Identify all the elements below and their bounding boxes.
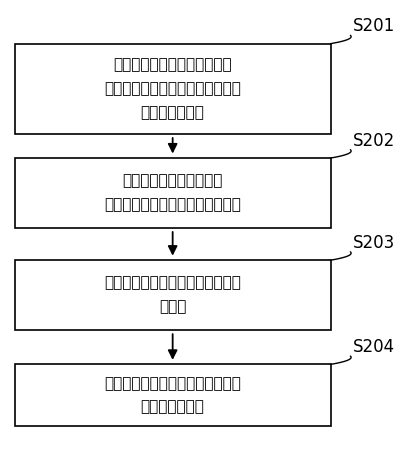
Bar — [15, 158, 330, 228]
Bar — [15, 364, 330, 426]
Bar — [15, 260, 330, 329]
Text: S203: S203 — [353, 234, 395, 252]
Text: 分配器: 分配器 — [159, 299, 186, 314]
Text: 所述中断转换服务器获取: 所述中断转换服务器获取 — [122, 173, 223, 188]
Text: S202: S202 — [353, 132, 395, 150]
Text: 所述中断配置表中的所述中断任务: 所述中断配置表中的所述中断任务 — [104, 197, 241, 212]
Text: 所述待响应的再分配器触发相应的: 所述待响应的再分配器触发相应的 — [104, 376, 241, 391]
Text: 处理器进入中断: 处理器进入中断 — [141, 399, 204, 415]
Text: 所述多个处理器中的至少一个: 所述多个处理器中的至少一个 — [113, 57, 232, 72]
Text: 根据所述中断任务确定待响应的再: 根据所述中断任务确定待响应的再 — [104, 276, 241, 291]
Text: 处理器生成软中断并向中断配置表: 处理器生成软中断并向中断配置表 — [104, 81, 241, 96]
Bar — [15, 44, 330, 133]
Text: S204: S204 — [353, 338, 395, 356]
Text: 中写入中断任务: 中写入中断任务 — [141, 105, 204, 120]
Text: S201: S201 — [353, 17, 395, 35]
